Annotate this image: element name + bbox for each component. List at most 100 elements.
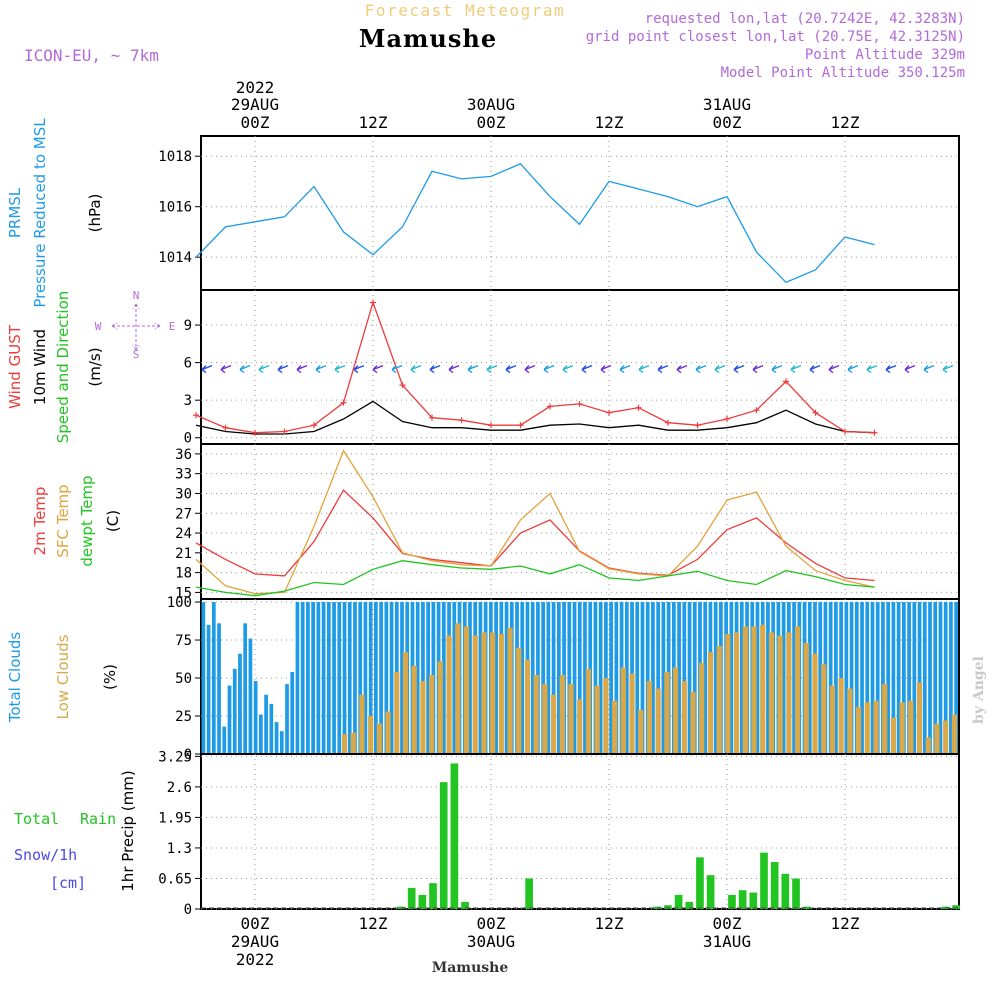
low-cloud-bar — [359, 694, 365, 754]
wind-speed-line — [195, 400, 875, 435]
credit-label: by Angel — [971, 656, 987, 724]
ytick-label: 25 — [175, 709, 192, 725]
gust-marker — [429, 414, 435, 421]
gust-marker — [281, 428, 288, 435]
wind-direction-arrow — [619, 364, 631, 374]
low-cloud-bar — [577, 699, 583, 754]
wind-direction-arrow — [486, 364, 498, 374]
wind-direction-arrow — [372, 364, 384, 374]
total-cloud-bar — [347, 602, 352, 754]
low-cloud-bar — [934, 723, 940, 754]
low-cloud-bar — [533, 674, 539, 754]
rain-bar — [407, 887, 416, 909]
low-cloud-bar — [376, 723, 382, 754]
low-cloud-bar — [341, 734, 348, 754]
total-cloud-bar — [886, 602, 891, 754]
total-cloud-bar — [222, 726, 227, 754]
gust-marker — [871, 429, 878, 436]
total-cloud-bar — [818, 602, 823, 754]
total-cloud-bar — [206, 624, 211, 754]
time-day-top: 31AUG — [703, 95, 751, 114]
low-cloud-bar — [803, 643, 809, 754]
total-cloud-bar — [274, 722, 279, 754]
ytick-label: 9 — [184, 318, 192, 334]
total-cloud-bar — [541, 602, 546, 754]
total-cloud-bar — [295, 602, 300, 754]
time-hour-bottom: 12Z — [831, 914, 860, 933]
compass-w: W — [95, 320, 102, 333]
wind-direction-arrow — [942, 364, 954, 374]
low-cloud-bar — [498, 633, 504, 754]
total-cloud-bar — [530, 602, 535, 754]
low-cloud-bar — [699, 662, 705, 754]
panels: 1014101610180369151821242730333602550751… — [158, 135, 960, 918]
panel-frame — [200, 753, 960, 910]
total-cloud-bar — [285, 684, 289, 754]
total-cloud-bar — [259, 714, 263, 754]
ytick-label: 1016 — [158, 200, 192, 216]
total-cloud-bar — [792, 602, 796, 754]
total-cloud-bar — [656, 602, 661, 754]
total-cloud-bar — [755, 602, 760, 754]
gust-marker — [635, 404, 642, 411]
wind-direction-arrow — [866, 364, 878, 374]
rain-bar — [749, 892, 758, 909]
low-cloud-bar — [394, 671, 400, 754]
rain-bar — [770, 862, 779, 909]
label-wind-gust: Wind GUST — [6, 324, 24, 409]
low-cloud-bar — [943, 720, 949, 754]
total-cloud-bar — [881, 602, 885, 754]
low-cloud-bar — [899, 702, 905, 754]
low-cloud-bar — [455, 623, 461, 754]
total-cloud-bar — [640, 602, 645, 754]
total-cloud-bar — [389, 602, 394, 754]
ytick-label: 15 — [175, 585, 192, 601]
total-cloud-bar — [598, 602, 603, 754]
total-cloud-bar — [358, 602, 363, 754]
total-cloud-bar — [494, 602, 498, 754]
time-hour-top: 12Z — [595, 113, 624, 132]
wind-direction-arrow — [277, 364, 289, 374]
time-hour-bottom: 00Z — [241, 914, 270, 933]
rain-bar — [450, 763, 459, 909]
rain-bar — [525, 878, 533, 909]
label-speed-direction: Speed and Direction — [54, 291, 72, 444]
low-cloud-bar — [385, 711, 391, 754]
low-cloud-bar — [655, 688, 661, 754]
footer-location: Mamushe — [432, 960, 509, 976]
rain-bar — [439, 782, 448, 909]
total-cloud-bar — [703, 602, 708, 754]
total-cloud-bar — [739, 602, 744, 754]
total-cloud-bar — [781, 602, 786, 754]
ytick-label: 0 — [184, 431, 192, 447]
rain-bar — [738, 890, 747, 909]
gust-marker — [370, 299, 376, 306]
low-cloud-bar — [707, 652, 714, 754]
total-cloud-bar — [577, 602, 582, 754]
low-cloud-bar — [760, 624, 766, 754]
total-cloud-bar — [922, 602, 927, 754]
wind-direction-arrow — [258, 364, 270, 374]
low-cloud-bar — [638, 709, 644, 754]
wind-direction-arrow — [676, 364, 688, 374]
total-cloud-bar — [384, 602, 389, 754]
label-celsius: (C) — [104, 510, 122, 532]
total-cloud-bar — [227, 685, 232, 754]
total-cloud-bar — [614, 602, 619, 754]
low-cloud-bar — [951, 714, 957, 754]
ytick-label: 1014 — [158, 250, 192, 266]
gust-marker — [547, 403, 553, 410]
total-cloud-bar — [238, 653, 242, 754]
ytick-label: 36 — [175, 447, 192, 463]
label-precip: 1hr Precip (mm) — [119, 770, 137, 891]
low-cloud-bar — [882, 684, 888, 754]
ytick-label: 0.65 — [158, 871, 192, 887]
ytick-label: 1.95 — [158, 810, 192, 826]
ytick-label: 1018 — [158, 149, 192, 165]
time-hour-bottom: 00Z — [713, 914, 742, 933]
wind-direction-arrow — [467, 364, 479, 374]
gust-marker — [842, 428, 848, 435]
total-cloud-bar — [692, 602, 697, 754]
low-cloud-bar — [925, 737, 931, 754]
